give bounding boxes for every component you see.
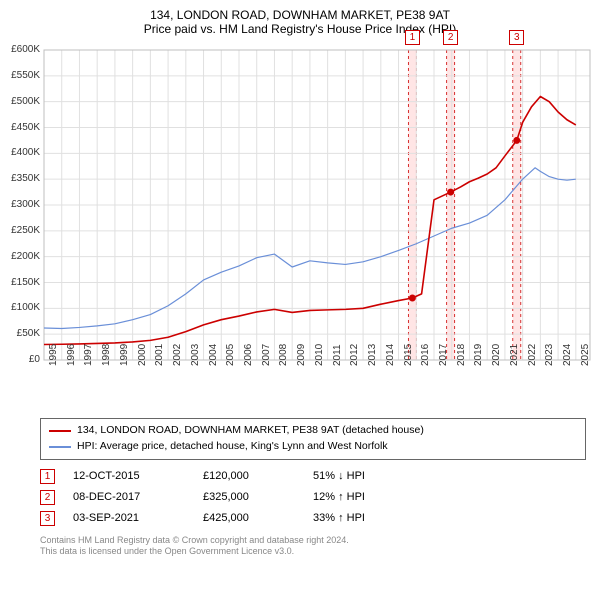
y-tick-label: £400K xyxy=(0,147,40,158)
y-tick-label: £300K xyxy=(0,199,40,210)
event-date: 03-SEP-2021 xyxy=(73,512,203,524)
x-tick-label: 1998 xyxy=(101,344,112,366)
x-tick-label: 2000 xyxy=(137,344,148,366)
y-tick-label: £450K xyxy=(0,122,40,133)
x-tick-label: 2020 xyxy=(491,344,502,366)
x-tick-label: 2005 xyxy=(225,344,236,366)
legend-label: 134, LONDON ROAD, DOWNHAM MARKET, PE38 9… xyxy=(77,423,424,439)
plot-event-badge: 2 xyxy=(443,30,458,45)
chart-area: 123£0£50K£100K£150K£200K£250K£300K£350K£… xyxy=(0,40,600,410)
event-pct: 51% ↓ HPI xyxy=(313,470,433,482)
x-tick-label: 2025 xyxy=(580,344,591,366)
y-tick-label: £500K xyxy=(0,96,40,107)
legend-swatch xyxy=(49,446,71,448)
x-tick-label: 2003 xyxy=(190,344,201,366)
event-date: 08-DEC-2017 xyxy=(73,491,203,503)
x-tick-label: 1995 xyxy=(48,344,59,366)
event-price: £425,000 xyxy=(203,512,313,524)
x-tick-label: 1997 xyxy=(83,344,94,366)
legend: 134, LONDON ROAD, DOWNHAM MARKET, PE38 9… xyxy=(40,418,586,460)
footnote-line-1: Contains HM Land Registry data © Crown c… xyxy=(40,535,586,547)
event-badge: 2 xyxy=(40,490,55,505)
x-tick-label: 2019 xyxy=(473,344,484,366)
event-pct: 12% ↑ HPI xyxy=(313,491,433,503)
event-row: 3 03-SEP-2021£425,00033% ↑ HPI xyxy=(40,508,586,529)
x-tick-label: 2021 xyxy=(509,344,520,366)
x-tick-label: 2001 xyxy=(154,344,165,366)
event-date: 12-OCT-2015 xyxy=(73,470,203,482)
x-tick-label: 2002 xyxy=(172,344,183,366)
x-tick-label: 2018 xyxy=(456,344,467,366)
x-tick-label: 2017 xyxy=(438,344,449,366)
y-tick-label: £250K xyxy=(0,225,40,236)
y-tick-label: £100K xyxy=(0,302,40,313)
x-tick-label: 2010 xyxy=(314,344,325,366)
footnote-line-2: This data is licensed under the Open Gov… xyxy=(40,546,586,558)
y-tick-label: £200K xyxy=(0,251,40,262)
x-tick-label: 2014 xyxy=(385,344,396,366)
event-badge: 3 xyxy=(40,511,55,526)
legend-item: HPI: Average price, detached house, King… xyxy=(49,439,577,455)
legend-swatch xyxy=(49,430,71,432)
y-tick-label: £0 xyxy=(0,354,40,365)
x-tick-label: 2011 xyxy=(332,344,343,366)
y-tick-label: £550K xyxy=(0,70,40,81)
x-tick-label: 2009 xyxy=(296,344,307,366)
plot-event-badge: 3 xyxy=(509,30,524,45)
event-price: £325,000 xyxy=(203,491,313,503)
event-badge: 1 xyxy=(40,469,55,484)
x-tick-label: 2012 xyxy=(349,344,360,366)
x-tick-label: 2008 xyxy=(278,344,289,366)
plot-event-badge: 1 xyxy=(405,30,420,45)
x-tick-label: 2023 xyxy=(544,344,555,366)
x-tick-label: 2022 xyxy=(527,344,538,366)
footnote: Contains HM Land Registry data © Crown c… xyxy=(40,535,586,558)
x-tick-label: 2015 xyxy=(403,344,414,366)
y-tick-label: £50K xyxy=(0,328,40,339)
event-table: 1 12-OCT-2015£120,00051% ↓ HPI 2 08-DEC-201… xyxy=(40,466,586,529)
event-row: 1 12-OCT-2015£120,00051% ↓ HPI xyxy=(40,466,586,487)
x-tick-label: 2006 xyxy=(243,344,254,366)
x-tick-label: 2016 xyxy=(420,344,431,366)
y-tick-label: £600K xyxy=(0,44,40,55)
legend-label: HPI: Average price, detached house, King… xyxy=(77,439,388,455)
y-tick-label: £150K xyxy=(0,277,40,288)
x-tick-label: 1999 xyxy=(119,344,130,366)
event-price: £120,000 xyxy=(203,470,313,482)
x-tick-label: 2024 xyxy=(562,344,573,366)
x-tick-label: 2013 xyxy=(367,344,378,366)
chart-title: 134, LONDON ROAD, DOWNHAM MARKET, PE38 9… xyxy=(0,8,600,22)
event-pct: 33% ↑ HPI xyxy=(313,512,433,524)
y-tick-label: £350K xyxy=(0,173,40,184)
event-row: 2 08-DEC-2017£325,00012% ↑ HPI xyxy=(40,487,586,508)
x-tick-label: 2007 xyxy=(261,344,272,366)
x-tick-label: 2004 xyxy=(208,344,219,366)
x-tick-label: 1996 xyxy=(66,344,77,366)
legend-item: 134, LONDON ROAD, DOWNHAM MARKET, PE38 9… xyxy=(49,423,577,439)
